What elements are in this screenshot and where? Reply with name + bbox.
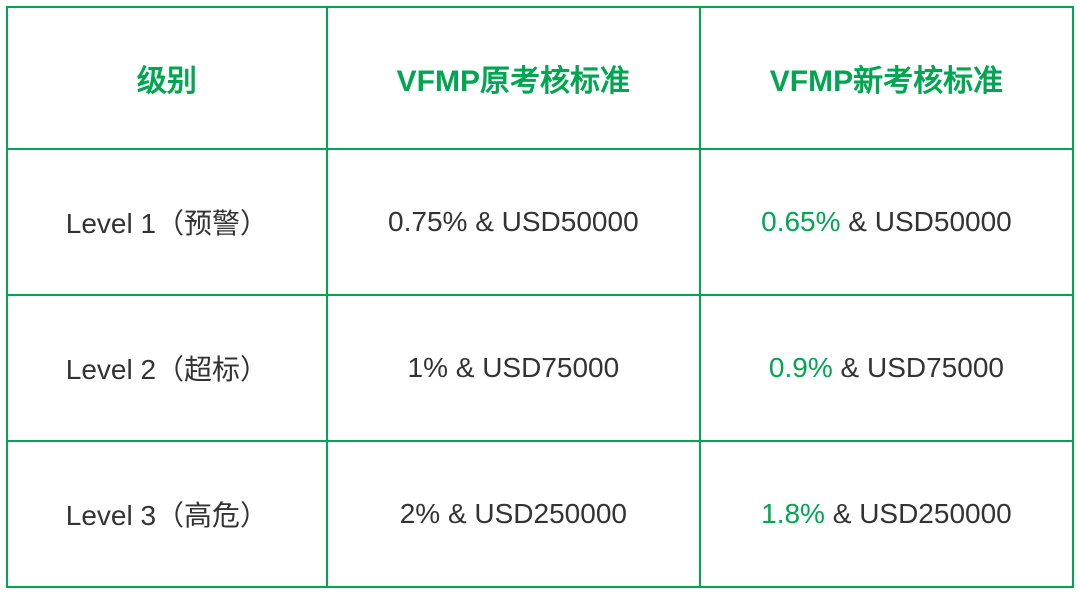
cell-new: 0.9% & USD75000 bbox=[700, 295, 1073, 441]
cell-old: 1% & USD75000 bbox=[327, 295, 700, 441]
header-new-standard: VFMP新考核标准 bbox=[700, 7, 1073, 149]
cell-new-plain: & USD250000 bbox=[825, 498, 1012, 529]
header-old-standard: VFMP原考核标准 bbox=[327, 7, 700, 149]
header-level: 级别 bbox=[7, 7, 327, 149]
cell-new-accent: 0.65% bbox=[761, 206, 840, 237]
table-row: Level 2（超标） 1% & USD75000 0.9% & USD7500… bbox=[7, 295, 1073, 441]
table-row: Level 1（预警） 0.75% & USD50000 0.65% & USD… bbox=[7, 149, 1073, 295]
cell-new-accent: 1.8% bbox=[761, 498, 825, 529]
cell-new: 1.8% & USD250000 bbox=[700, 441, 1073, 587]
cell-level: Level 2（超标） bbox=[7, 295, 327, 441]
cell-new-plain: & USD75000 bbox=[833, 352, 1004, 383]
cell-level: Level 3（高危） bbox=[7, 441, 327, 587]
table-row: Level 3（高危） 2% & USD250000 1.8% & USD250… bbox=[7, 441, 1073, 587]
vfmp-standards-table: 级别 VFMP原考核标准 VFMP新考核标准 Level 1（预警） 0.75%… bbox=[6, 6, 1074, 588]
cell-level: Level 1（预警） bbox=[7, 149, 327, 295]
cell-new-accent: 0.9% bbox=[769, 352, 833, 383]
cell-new-plain: & USD50000 bbox=[841, 206, 1012, 237]
header-row: 级别 VFMP原考核标准 VFMP新考核标准 bbox=[7, 7, 1073, 149]
cell-new: 0.65% & USD50000 bbox=[700, 149, 1073, 295]
cell-old: 0.75% & USD50000 bbox=[327, 149, 700, 295]
cell-old: 2% & USD250000 bbox=[327, 441, 700, 587]
